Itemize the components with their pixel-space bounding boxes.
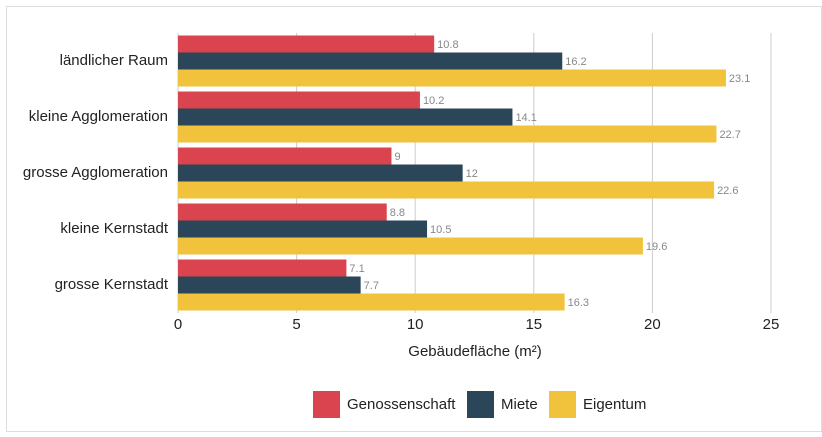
bar: [178, 181, 715, 199]
y-tick-label: grosse Kernstadt: [55, 276, 169, 293]
value-label: 22.7: [719, 129, 740, 141]
value-label: 10.5: [430, 224, 451, 236]
x-axis-label: Gebäudefläche (m²): [408, 343, 541, 360]
value-label: 19.6: [646, 241, 667, 253]
y-tick-label: kleine Agglomeration: [29, 108, 168, 125]
x-tick-label: 5: [292, 316, 300, 333]
bar: [178, 220, 428, 238]
bar: [178, 203, 387, 221]
y-tick-label: ländlicher Raum: [60, 52, 168, 69]
y-tick-label: kleine Kernstadt: [60, 220, 168, 237]
value-label: 8.8: [390, 207, 405, 219]
x-tick-label: 20: [644, 316, 661, 333]
value-label: 16.3: [568, 297, 589, 309]
legend-label: Miete: [501, 396, 538, 413]
legend-label: Genossenschaft: [347, 396, 456, 413]
bar: [178, 164, 463, 182]
x-tick-label: 10: [407, 316, 424, 333]
x-tick-label: 15: [525, 316, 542, 333]
value-label: 23.1: [729, 73, 750, 85]
value-label: 22.6: [717, 185, 738, 197]
legend-swatch: [313, 391, 340, 418]
bar: [178, 52, 563, 70]
bar: [178, 259, 347, 277]
bar: [178, 108, 513, 126]
value-label: 10.2: [423, 95, 444, 107]
bar: [178, 237, 643, 255]
value-label: 14.1: [515, 112, 536, 124]
legend-label: Eigentum: [583, 396, 646, 413]
bar: [178, 293, 565, 311]
bar: [178, 69, 726, 87]
bar: [178, 125, 717, 143]
value-label: 7.7: [364, 280, 379, 292]
legend-swatch: [467, 391, 494, 418]
y-tick-label: grosse Agglomeration: [23, 164, 168, 181]
value-label: 10.8: [437, 39, 458, 51]
legend-swatch: [549, 391, 576, 418]
bar: [178, 35, 435, 53]
bar: [178, 147, 392, 165]
x-tick-label: 25: [763, 316, 780, 333]
x-tick-label: 0: [174, 316, 182, 333]
bar: [178, 91, 420, 109]
value-label: 12: [466, 168, 478, 180]
value-label: 16.2: [565, 56, 586, 68]
value-label: 9: [394, 151, 400, 163]
value-label: 7.1: [349, 263, 364, 275]
bar: [178, 276, 361, 294]
